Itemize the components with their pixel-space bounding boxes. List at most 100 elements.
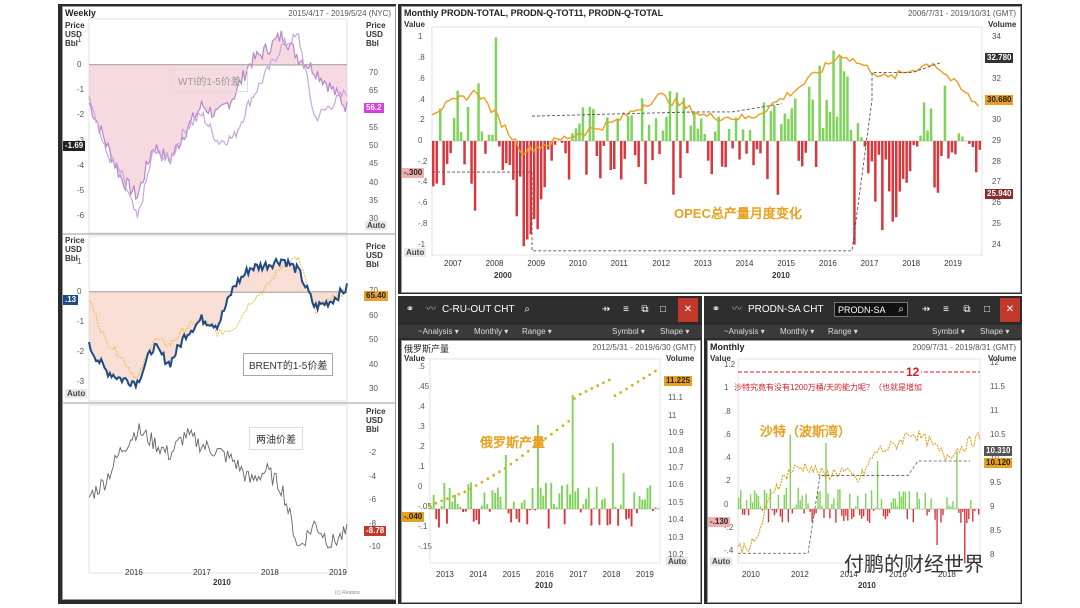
saudi-range: 2009/7/31 - 2019/8/31 (GMT) bbox=[912, 343, 1016, 352]
russia-bar-positive bbox=[499, 496, 502, 509]
opec-bar-negative bbox=[738, 141, 741, 160]
close-icon[interactable]: ✕ bbox=[678, 298, 698, 322]
weekly-x-tick: 2017 bbox=[193, 568, 211, 577]
russia-bar-negative bbox=[627, 509, 630, 519]
brent-auto[interactable]: Auto bbox=[65, 389, 88, 398]
opec-right-tick: 29 bbox=[992, 136, 1001, 145]
shape-menu[interactable]: Shape ▾ bbox=[980, 327, 1010, 336]
search-icon[interactable]: ⌕ bbox=[898, 304, 904, 315]
russia-bar-negative bbox=[435, 509, 438, 520]
opec-auto[interactable]: Auto bbox=[404, 248, 427, 257]
saudi-bar-positive bbox=[769, 488, 772, 509]
opec-bar-negative bbox=[620, 141, 623, 180]
opec-left-tick: .2 bbox=[418, 115, 425, 125]
saudi-bar-negative bbox=[972, 509, 974, 522]
chart-icon[interactable]: 〰 bbox=[732, 304, 742, 315]
russia-right-tag: 11.225 bbox=[664, 376, 693, 386]
saudi-bar-negative bbox=[803, 509, 805, 514]
symbol-menu[interactable]: Symbol ▾ bbox=[612, 327, 645, 336]
saudi-bar-positive bbox=[894, 498, 897, 509]
wti-chart bbox=[63, 18, 395, 574]
saudi-x-tick: 2016 bbox=[889, 570, 907, 579]
russia-volume-point bbox=[492, 473, 495, 477]
opec-chart bbox=[431, 26, 983, 256]
opec-bar-positive bbox=[790, 108, 793, 141]
brent-spread-area bbox=[89, 259, 347, 387]
saudi-auto[interactable]: Auto bbox=[710, 557, 733, 566]
saudi-bar-negative bbox=[940, 509, 942, 523]
russia-bar-positive bbox=[430, 505, 432, 509]
russia-bar-positive bbox=[638, 496, 641, 509]
russia-bar-positive bbox=[587, 487, 590, 509]
russia-left-tag: -.040 bbox=[402, 512, 425, 522]
opec-bar-positive bbox=[487, 134, 491, 141]
link-icon[interactable]: ⚭ bbox=[711, 304, 721, 315]
russia-bar-positive bbox=[654, 507, 657, 509]
saudi-left-tick: 1 bbox=[724, 383, 729, 393]
symbol-menu[interactable]: Symbol ▾ bbox=[932, 327, 965, 336]
sort-icon[interactable]: ⇸ bbox=[921, 304, 931, 315]
wti-right-tag: 56.2 bbox=[364, 103, 384, 113]
monthly-menu[interactable]: Monthly ▾ bbox=[780, 327, 815, 336]
saudi-left-tick: .4 bbox=[724, 453, 731, 462]
opec-bar-negative bbox=[560, 141, 564, 143]
russia-bar-positive bbox=[523, 499, 526, 509]
saudi-bar-positive bbox=[740, 490, 742, 509]
range-menu[interactable]: Range ▾ bbox=[522, 327, 552, 336]
russia-auto[interactable]: Auto bbox=[666, 557, 689, 566]
opec-bar-negative bbox=[776, 141, 780, 195]
popout-icon[interactable]: ⧉ bbox=[963, 304, 971, 315]
brent-left-tick: -1 bbox=[77, 317, 85, 326]
saudi-right-tag-2: 10.120 bbox=[984, 458, 1013, 468]
menu-icon[interactable]: ≡ bbox=[623, 304, 629, 315]
russia-bar-positive bbox=[483, 492, 486, 509]
russia-bar-positive bbox=[456, 503, 459, 509]
opec-bar-positive bbox=[456, 90, 459, 141]
diff-line bbox=[88, 423, 348, 549]
opec-bar-positive bbox=[762, 102, 766, 141]
popout-icon[interactable]: ⧉ bbox=[641, 304, 649, 315]
wti-left-tick: 1 bbox=[77, 34, 82, 44]
opec-bar-negative bbox=[870, 141, 874, 162]
saudi-bar-positive bbox=[865, 493, 867, 509]
search-icon[interactable]: ⌕ bbox=[524, 304, 530, 315]
opec-bar-positive bbox=[574, 128, 578, 141]
saudi-bar-positive bbox=[751, 502, 754, 509]
link-icon[interactable]: ⚭ bbox=[405, 304, 415, 315]
russia-bar-positive bbox=[451, 501, 454, 509]
monthly-menu[interactable]: Monthly ▾ bbox=[474, 327, 509, 336]
analysis-menu[interactable]: ~Analysis ▾ bbox=[418, 327, 459, 336]
saudi-bar-negative bbox=[888, 509, 891, 514]
russia-bar-positive bbox=[595, 486, 598, 509]
maximize-icon[interactable]: □ bbox=[983, 304, 991, 315]
russia-bar-positive bbox=[432, 494, 435, 509]
saudi-search-input[interactable]: PRODN-SA bbox=[834, 302, 908, 317]
saudi-toolbar: ⚭ 〰 PRODN-SA CHT PRODN-SA ⌕ ⇸ ≡ ⧉ □ ✕ bbox=[704, 298, 1022, 322]
analysis-menu[interactable]: ~Analysis ▾ bbox=[724, 327, 765, 336]
saudi-bar-negative bbox=[878, 509, 881, 510]
opec-bar-negative bbox=[445, 141, 449, 164]
maximize-icon[interactable]: □ bbox=[659, 304, 667, 315]
wti-left-tick: -1 bbox=[77, 85, 85, 95]
saudi-bar-negative bbox=[843, 509, 845, 521]
chart-icon[interactable]: 〰 bbox=[426, 304, 436, 315]
sort-icon[interactable]: ⇸ bbox=[601, 304, 611, 315]
wti-left-tick: 0 bbox=[77, 59, 82, 69]
saudi-bar-positive bbox=[924, 492, 926, 509]
range-menu[interactable]: Range ▾ bbox=[828, 327, 858, 336]
saudi-bar-positive bbox=[837, 489, 839, 509]
saudi-bar-negative bbox=[884, 509, 887, 520]
shape-menu[interactable]: Shape ▾ bbox=[660, 327, 690, 336]
saudi-bar-negative bbox=[775, 509, 778, 513]
menu-icon[interactable]: ≡ bbox=[943, 304, 949, 315]
russia-bar-positive bbox=[542, 495, 545, 509]
saudi-bar-positive bbox=[833, 498, 835, 509]
russia-bar-negative bbox=[625, 509, 628, 520]
opec-bar-positive bbox=[835, 116, 839, 141]
opec-bar-positive bbox=[689, 125, 693, 141]
wti-auto[interactable]: Auto bbox=[365, 221, 388, 230]
opec-bar-positive bbox=[957, 133, 961, 141]
brent-right-tick: 70 bbox=[369, 286, 378, 295]
opec-bar-negative bbox=[512, 141, 515, 180]
close-icon[interactable]: ✕ bbox=[1000, 298, 1020, 322]
